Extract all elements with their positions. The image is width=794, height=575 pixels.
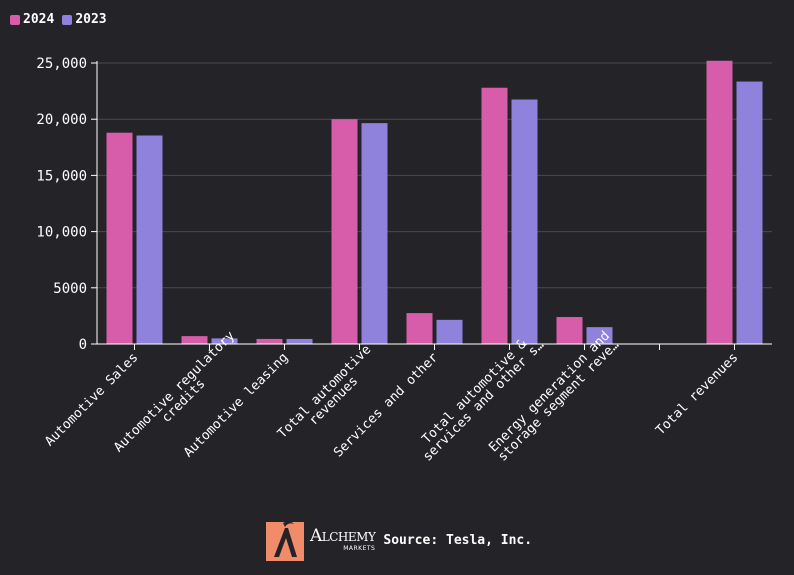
bar-2023[interactable] bbox=[736, 81, 763, 345]
y-tick-label: 20,000 bbox=[36, 112, 87, 128]
source-text: Source: Tesla, Inc. bbox=[383, 532, 533, 548]
bar-2024[interactable] bbox=[181, 336, 208, 344]
bars bbox=[106, 60, 763, 345]
y-axis: 0 5000 10,000 15,000 20,000 25,000 bbox=[36, 56, 98, 353]
bar-2023[interactable] bbox=[286, 338, 313, 344]
legend-swatch-2023 bbox=[62, 14, 73, 25]
legend-item-2024[interactable]: 2024 bbox=[10, 12, 54, 27]
bar-2024[interactable] bbox=[481, 87, 508, 344]
bar-2024[interactable] bbox=[406, 313, 433, 344]
grid-lines bbox=[97, 62, 772, 289]
bar-2023[interactable] bbox=[211, 338, 238, 344]
y-tick-label: 5000 bbox=[53, 281, 87, 297]
brand-sub: MARKETS bbox=[343, 545, 376, 552]
bar-2024[interactable] bbox=[106, 132, 133, 344]
y-tick-label: 25,000 bbox=[36, 56, 87, 72]
legend: 2024 2023 bbox=[10, 12, 107, 27]
y-tick-label: 0 bbox=[79, 337, 87, 353]
bar-2024[interactable] bbox=[556, 317, 583, 344]
x-tick-label: Total automotive &services and other s… bbox=[411, 328, 547, 464]
brand-name: Alchemy bbox=[310, 526, 376, 546]
bar-2023[interactable] bbox=[586, 327, 613, 344]
footer: Alchemy MARKETS Source: Tesla, Inc. bbox=[266, 519, 532, 561]
legend-item-2023[interactable]: 2023 bbox=[62, 12, 107, 27]
y-tick-label: 15,000 bbox=[36, 168, 87, 184]
legend-label-2023: 2023 bbox=[75, 12, 107, 27]
legend-swatch-2024 bbox=[10, 14, 20, 25]
brand-wordmark: Alchemy MARKETS bbox=[310, 526, 376, 552]
bar-2023[interactable] bbox=[511, 99, 538, 344]
x-tick-label: Total revenues bbox=[653, 350, 741, 438]
bar-2023[interactable] bbox=[361, 123, 388, 344]
bar-2024[interactable] bbox=[706, 60, 733, 344]
bar-2024[interactable] bbox=[256, 338, 283, 344]
bar-2024[interactable] bbox=[331, 119, 358, 344]
x-tick-label: Automotive regulatorycredits bbox=[111, 328, 247, 464]
legend-label-2024: 2024 bbox=[23, 12, 55, 27]
bar-2023[interactable] bbox=[436, 319, 463, 344]
y-tick-label: 10,000 bbox=[36, 225, 87, 241]
bar-2023[interactable] bbox=[136, 135, 163, 344]
alchemy-logo-icon bbox=[266, 521, 304, 561]
